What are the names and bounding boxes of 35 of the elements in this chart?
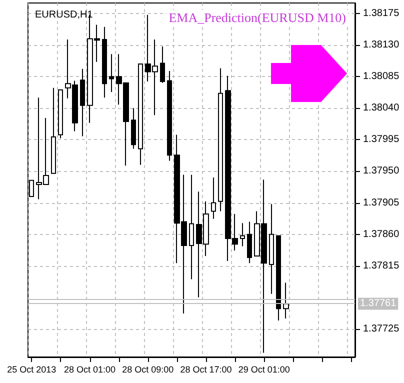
candlestick [247,221,252,264]
y-tick-label: 1.37725 [363,323,400,334]
candlestick [276,235,281,322]
x-tick-label: 25 Oct 2013 [7,364,56,374]
x-tick-label: 28 Oct 17:00 [180,364,232,374]
candlestick [167,70,172,162]
y-tick-label: 1.38085 [363,71,400,82]
ref-line-label: 1.37761 [360,298,397,310]
candlestick [269,204,274,294]
x-tick-label: 29 Oct 01:00 [238,364,290,374]
candlestick [283,282,289,319]
candlestick [218,68,223,212]
candlestick [211,177,216,220]
candlestick [80,68,85,137]
y-tick-label: 1.37950 [363,166,400,177]
x-tick-label: 28 Oct 09:00 [122,364,174,374]
annotation: EMA_Prediction(EURUSD M10) [168,10,346,25]
y-tick-label: 1.38175 [363,8,400,20]
text: EURUSD,H1 [35,10,94,20]
y-tick-label: 1.38130 [363,40,400,51]
y-tick-label: 1.37905 [363,197,400,208]
candlestick [51,87,56,174]
y-tick-label: 1.37860 [363,228,400,240]
candlestick [138,63,143,166]
candlestick [109,54,114,93]
candlestick [189,174,194,280]
y-tick-label: 1.37815 [363,260,400,272]
candlestick [131,108,136,150]
candlestick [160,46,165,84]
candlestick [102,26,107,98]
candlestick [58,89,63,139]
y-tick-label: 1.38040 [363,102,400,114]
x-tick-label: 28 Oct 01:00 [64,364,116,374]
candlestick [240,222,245,247]
y-tick-label: 1.37995 [363,134,400,146]
